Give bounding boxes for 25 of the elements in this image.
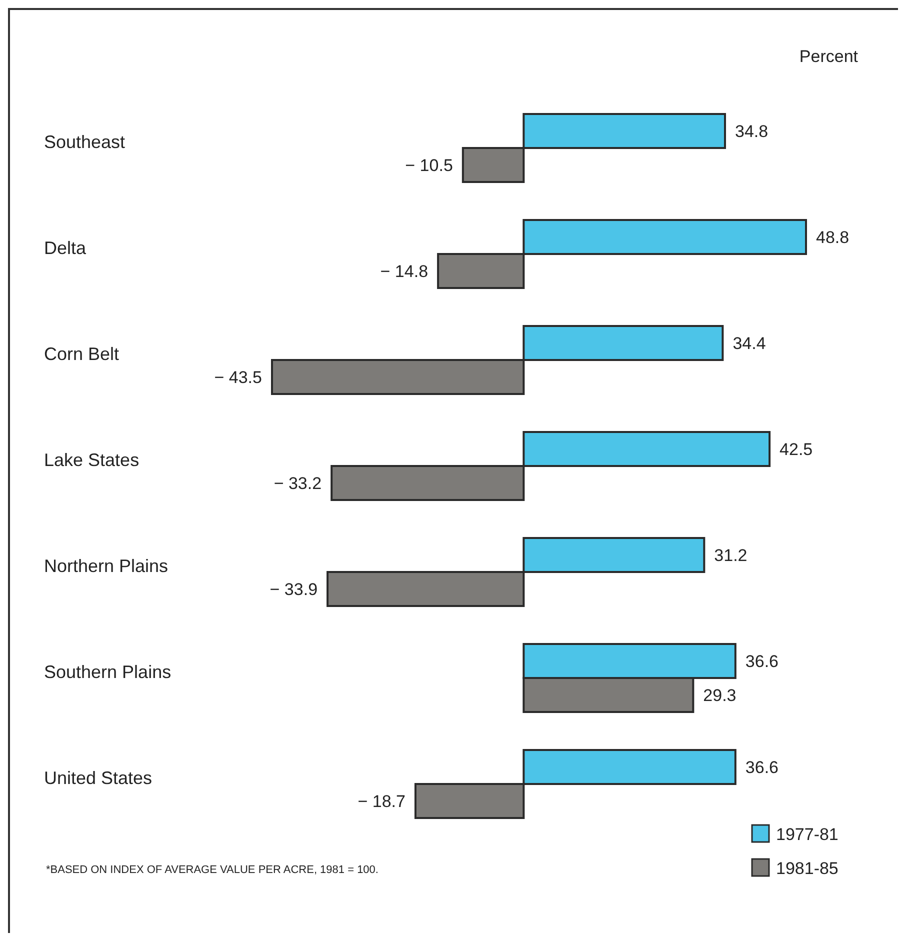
y-tick-label: Southern Plains [44,662,172,682]
y-tick-label: Northern Plains [44,556,168,576]
data-label: − 43.5 [214,368,262,387]
data-label: 31.2 [714,546,748,565]
legend-label: 1977-81 [776,825,838,844]
data-label: 36.6 [745,652,779,671]
data-label: − 18.7 [358,792,406,811]
data-label: 34.8 [735,122,768,141]
legend-label: 1981-85 [776,859,838,878]
x-axis-title: Percent [799,47,858,66]
y-tick-label: Delta [44,238,88,258]
y-tick-label: Corn Belt [44,344,120,364]
data-label: − 10.5 [405,156,453,175]
data-label: 29.3 [703,686,736,705]
text: *BASED ON INDEX OF AVERAGE VALUE PER ACRE, 1981 = 100. [46,864,378,876]
y-tick-label: Lake States [44,450,140,470]
y-tick-label: Southeast [44,132,126,152]
y-tick-label: United States [44,768,152,788]
data-label: − 14.8 [380,262,428,281]
data-label: − 33.9 [270,580,318,599]
data-label: − 33.2 [274,474,322,493]
data-label: 42.5 [780,440,813,459]
data-label: 48.8 [816,228,850,247]
data-label: 36.6 [745,758,779,777]
data-label: 34.4 [732,334,766,353]
